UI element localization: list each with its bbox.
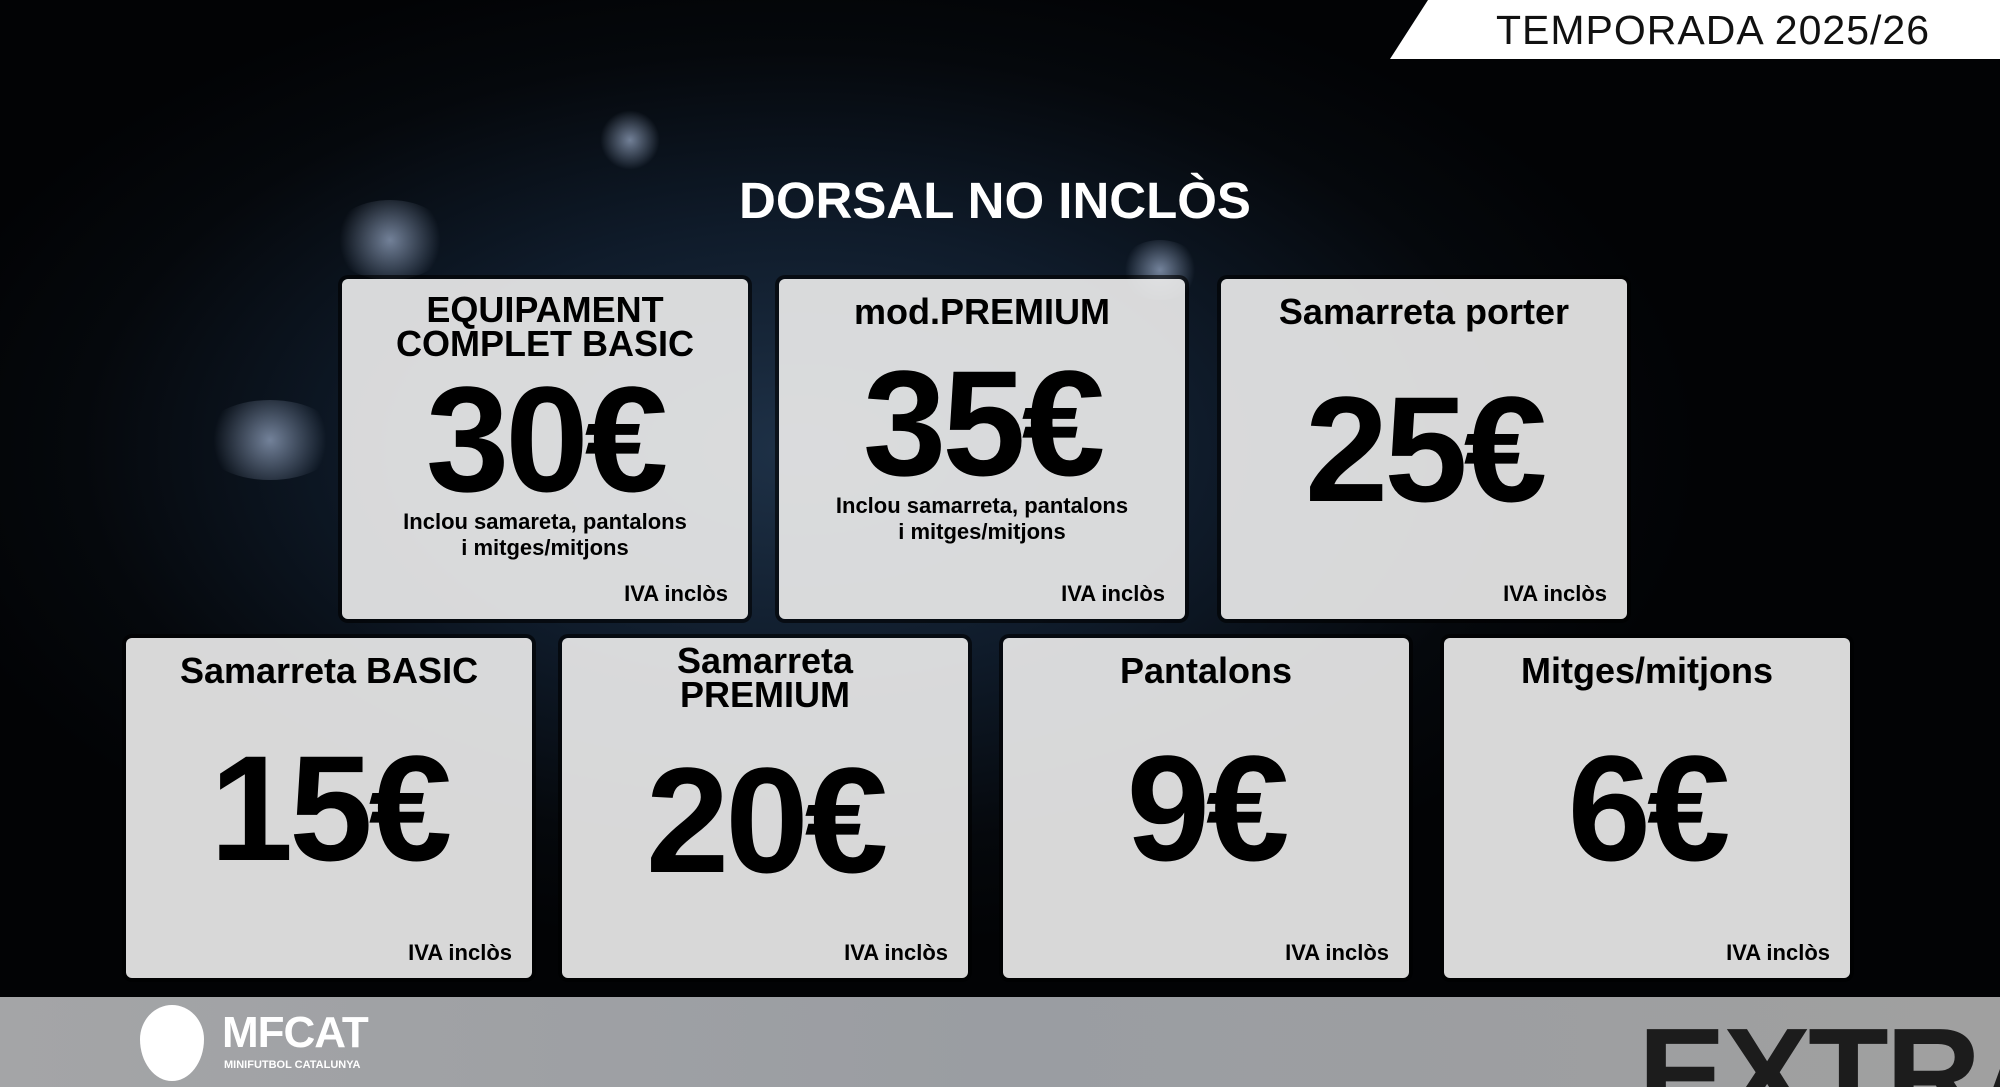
card-body: 30€ Inclou samareta, pantalons i mitges/m… bbox=[342, 361, 748, 569]
card-description: Inclou samareta, pantalons i mitges/mitjo… bbox=[403, 509, 687, 560]
card-price: 6€ bbox=[1567, 724, 1731, 892]
card-title: Samarreta BASIC bbox=[179, 650, 479, 691]
card-body: 25€ bbox=[1221, 329, 1627, 569]
card-body: 6€ bbox=[1444, 688, 1850, 928]
card-title: Mitges/mitjons bbox=[1520, 650, 1774, 691]
stadium-light bbox=[600, 110, 660, 170]
card-description: Inclou samarreta, pantalons i mitges/mitj… bbox=[835, 493, 1129, 544]
price-card-mitges: Mitges/mitjons 6€ IVA inclòs bbox=[1444, 638, 1850, 978]
card-title: Samarreta PREMIUM bbox=[676, 640, 854, 715]
card-price: 9€ bbox=[1126, 724, 1290, 892]
card-body: 20€ bbox=[562, 712, 968, 928]
vat-note: IVA inclòs bbox=[1285, 940, 1389, 965]
price-card-samarreta-premium: Samarreta PREMIUM 20€ IVA inclòs bbox=[562, 638, 968, 978]
card-body: 35€ Inclou samarreta, pantalons i mitges/… bbox=[779, 329, 1185, 569]
price-card-mod-premium: mod.PREMIUM 35€ Inclou samarreta, pantal… bbox=[779, 279, 1185, 619]
card-body: 9€ bbox=[1003, 688, 1409, 928]
footer-bar: MFCAT MINIFUTBOL CATALUNYA EXTRA bbox=[0, 997, 2000, 1087]
vat-note: IVA inclòs bbox=[1503, 581, 1607, 606]
card-title: Pantalons bbox=[1119, 650, 1293, 691]
card-title: Samarreta porter bbox=[1278, 291, 1570, 332]
mfcat-logo: MFCAT MINIFUTBOL CATALUNYA bbox=[140, 1005, 410, 1081]
card-title: EQUIPAMENT COMPLET BASIC bbox=[395, 289, 694, 364]
stadium-light bbox=[330, 200, 450, 280]
price-card-samarreta-porter: Samarreta porter 25€ IVA inclòs bbox=[1221, 279, 1627, 619]
vat-note: IVA inclòs bbox=[1726, 940, 1830, 965]
card-price: 20€ bbox=[645, 736, 888, 904]
card-title: mod.PREMIUM bbox=[854, 291, 1110, 332]
card-price: 15€ bbox=[209, 724, 452, 892]
stadium-light bbox=[200, 400, 340, 480]
card-price: 25€ bbox=[1304, 365, 1547, 533]
price-card-pantalons: Pantalons 9€ IVA inclòs bbox=[1003, 638, 1409, 978]
vat-note: IVA inclòs bbox=[1061, 581, 1165, 606]
season-banner: TEMPORADA 2025/26 bbox=[1390, 0, 2000, 59]
section-label: EXTRA bbox=[1638, 1001, 2000, 1087]
card-price: 35€ bbox=[862, 339, 1105, 507]
card-body: 15€ bbox=[126, 688, 532, 928]
price-card-equipament-basic: EQUIPAMENT COMPLET BASIC 30€ Inclou sama… bbox=[342, 279, 748, 619]
vat-note: IVA inclòs bbox=[624, 581, 728, 606]
vat-note: IVA inclòs bbox=[408, 940, 512, 965]
page-title: DORSAL NO INCLÒS bbox=[739, 172, 1251, 229]
season-label: TEMPORADA 2025/26 bbox=[1495, 7, 1930, 53]
price-card-samarreta-basic: Samarreta BASIC 15€ IVA inclòs bbox=[126, 638, 532, 978]
card-price: 30€ bbox=[425, 355, 668, 523]
player-emblem-icon bbox=[140, 1005, 204, 1081]
vat-note: IVA inclòs bbox=[844, 940, 948, 965]
